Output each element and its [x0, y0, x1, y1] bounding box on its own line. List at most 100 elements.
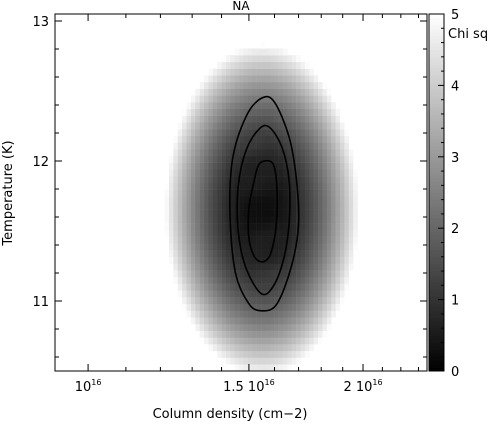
heatmap-cell: [269, 115, 275, 123]
heatmap-cell: [313, 95, 319, 103]
heatmap-cell: [234, 283, 240, 291]
heatmap-cell: [282, 135, 288, 143]
heatmap-cell: [269, 135, 275, 143]
heatmap-cell: [199, 88, 205, 96]
heatmap-cell: [265, 263, 271, 271]
heatmap-cell: [261, 155, 266, 163]
heatmap-cell: [318, 162, 323, 170]
heatmap-cell: [186, 142, 192, 150]
heatmap-cell: [269, 142, 275, 150]
colorbar-segment: [429, 71, 444, 76]
heatmap-cell: [256, 256, 262, 264]
heatmap-cell: [318, 229, 323, 237]
heatmap-cell: [291, 290, 297, 298]
heatmap-cell: [331, 256, 336, 264]
colorbar-segment: [429, 292, 444, 297]
heatmap-cell: [217, 196, 222, 204]
heatmap-cell: [230, 135, 235, 143]
heatmap-cell: [304, 135, 310, 143]
heatmap-cell: [247, 330, 253, 338]
heatmap-cell: [274, 350, 279, 358]
heatmap-cell: [322, 236, 328, 244]
colorbar-segment: [429, 103, 444, 108]
heatmap-cell: [331, 142, 336, 150]
heatmap-cell: [278, 88, 284, 96]
heatmap-cell: [221, 95, 227, 103]
heatmap-cell: [182, 303, 187, 311]
heatmap-cell: [186, 129, 192, 137]
heatmap-cell: [322, 88, 328, 96]
heatmap-cell: [168, 196, 174, 204]
heatmap-cell: [208, 115, 214, 123]
heatmap-cell: [265, 115, 271, 123]
heatmap-cell: [217, 102, 222, 110]
colorbar-segment: [429, 46, 444, 51]
heatmap-cell: [247, 250, 253, 258]
heatmap-cell: [199, 303, 205, 311]
heatmap-cell: [282, 236, 288, 244]
heatmap-cell: [217, 61, 222, 69]
heatmap-cell: [212, 135, 218, 143]
heatmap-cell: [256, 323, 262, 331]
colorbar-segment: [429, 53, 444, 58]
x-tick-exponent: 16: [264, 378, 274, 387]
heatmap-cell: [230, 303, 235, 311]
heatmap-cell: [287, 142, 292, 150]
heatmap-cell: [339, 169, 345, 177]
heatmap-cell: [300, 290, 306, 298]
heatmap-cell: [208, 236, 214, 244]
heatmap-cell: [282, 344, 288, 352]
heatmap-cell: [177, 283, 183, 291]
heatmap-cell: [326, 196, 332, 204]
heatmap-cell: [243, 250, 249, 258]
heatmap-cell: [300, 303, 306, 311]
heatmap-cell: [217, 250, 222, 258]
heatmap-cell: [344, 270, 349, 278]
heatmap-cell: [269, 68, 275, 76]
heatmap-cell: [256, 115, 262, 123]
heatmap-cell: [278, 290, 284, 298]
heatmap-cell: [269, 61, 275, 69]
x-tick-label: 1016: [75, 378, 102, 395]
heatmap-cell: [225, 243, 231, 251]
heatmap-cell: [269, 155, 275, 163]
colorbar-tick-label: 3: [451, 151, 459, 166]
heatmap-cell: [256, 135, 262, 143]
heatmap-cell: [256, 129, 262, 137]
heatmap-cell: [318, 337, 323, 345]
heatmap-cell: [204, 182, 209, 190]
heatmap-cell: [199, 310, 205, 318]
heatmap-cell: [225, 283, 231, 291]
heatmap-cell: [318, 88, 323, 96]
heatmap-cell: [282, 263, 288, 271]
heatmap-cell: [190, 182, 196, 190]
x-tick-label: 1.5 1016: [223, 378, 275, 395]
heatmap-cell: [225, 82, 231, 90]
heatmap-cell: [186, 182, 192, 190]
heatmap-cell: [313, 129, 319, 137]
heatmap-cell: [239, 317, 244, 325]
heatmap-cell: [309, 310, 314, 318]
heatmap-cell: [168, 203, 174, 210]
heatmap-cell: [252, 270, 257, 278]
heatmap-cell: [274, 229, 279, 237]
heatmap-cell: [182, 182, 187, 190]
heatmap-cell: [256, 317, 262, 325]
heatmap-cell: [225, 310, 231, 318]
heatmap-cell: [221, 243, 227, 251]
heatmap-cell: [304, 129, 310, 137]
heatmap-cell: [304, 209, 310, 217]
heatmap-cell: [239, 48, 244, 56]
heatmap-cell: [239, 55, 244, 63]
heatmap-cell: [318, 129, 323, 137]
heatmap-cell: [195, 283, 200, 291]
heatmap-cell: [247, 276, 253, 284]
heatmap-cell: [265, 216, 271, 224]
heatmap-cell: [225, 182, 231, 190]
heatmap-cell: [217, 182, 222, 190]
heatmap-cell: [225, 203, 231, 210]
heatmap-cell: [204, 297, 209, 305]
heatmap-cell: [291, 344, 297, 352]
heatmap-cell: [261, 142, 266, 150]
heatmap-cell: [304, 229, 310, 237]
